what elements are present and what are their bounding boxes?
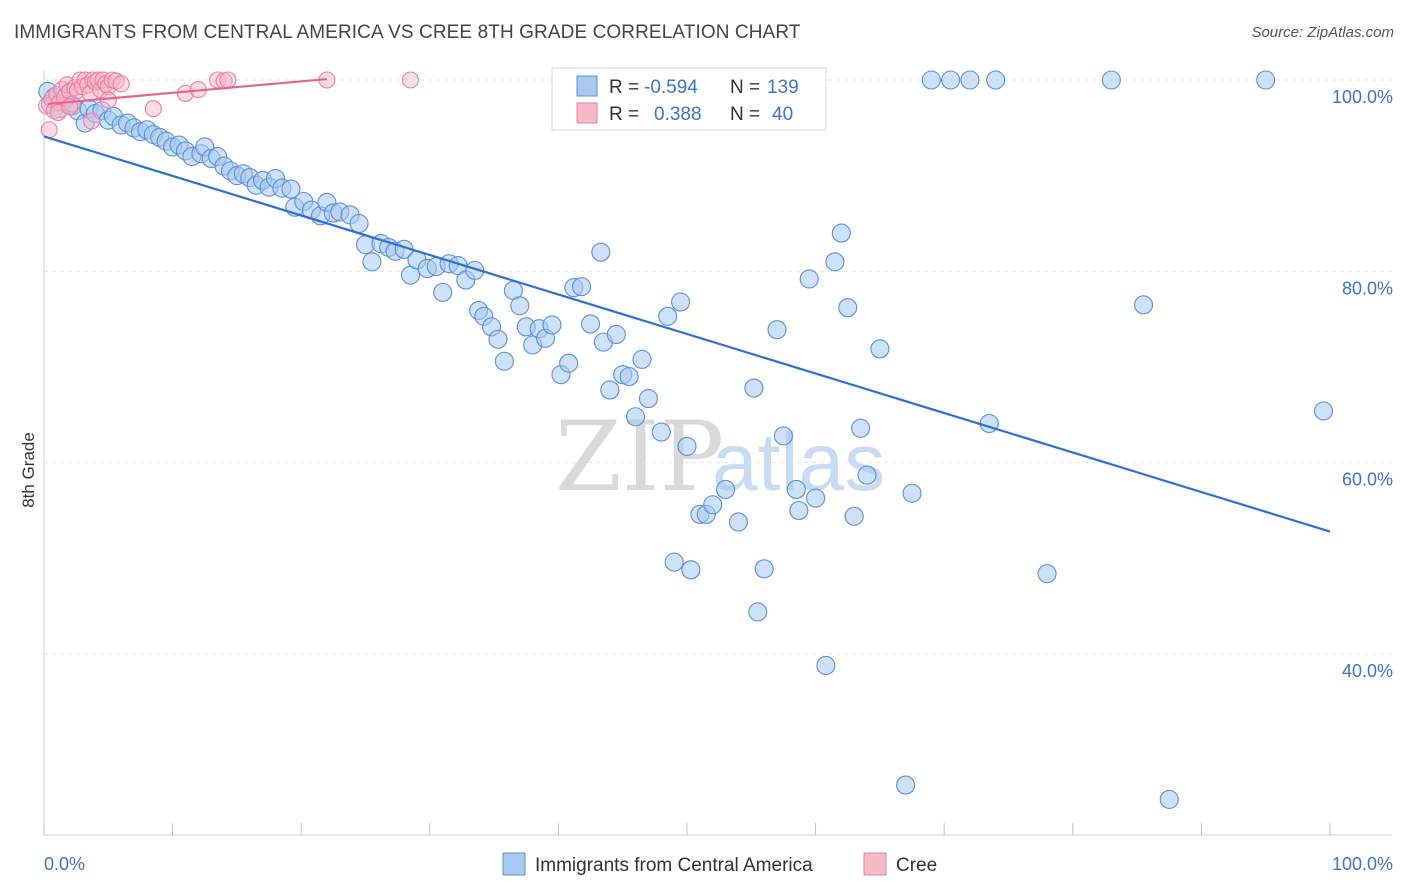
data-point-immigrants [773, 426, 794, 446]
data-point-immigrants [716, 479, 736, 500]
data-point-immigrants [799, 269, 819, 289]
data-point-immigrants [591, 242, 611, 262]
legend-swatch-pink [576, 102, 598, 124]
data-point-immigrants [465, 260, 485, 280]
legend-n-label-1: N = [730, 77, 760, 98]
data-point-immigrants [681, 560, 701, 580]
data-point-cree [401, 71, 420, 89]
data-point-immigrants [651, 422, 671, 442]
data-point-immigrants [632, 349, 652, 369]
data-point-immigrants [851, 418, 871, 438]
x-tick-labels: 0.0% 100.0% [44, 854, 1393, 874]
series-cree-points [38, 71, 420, 139]
data-point-immigrants [600, 380, 620, 400]
data-point-immigrants [433, 282, 453, 302]
y-axis-label: 8th Grade [19, 432, 38, 508]
data-point-immigrants [606, 324, 626, 345]
legend-r-value-1: -0.594 [644, 77, 698, 98]
data-point-immigrants [362, 252, 382, 272]
y-tick-label: 60.0% [1342, 470, 1393, 490]
legend-swatch-cree [863, 852, 887, 876]
data-point-immigrants [542, 315, 562, 335]
axes [43, 70, 1392, 836]
legend-swatch-immigrants [502, 852, 526, 876]
series-immigrants-points [38, 70, 1334, 809]
legend-r-value-2: 0.388 [654, 104, 702, 125]
data-point-immigrants [986, 70, 1006, 90]
trend-lines [43, 77, 1331, 533]
data-point-immigrants [1256, 70, 1276, 90]
y-tick-label: 40.0% [1342, 661, 1393, 681]
x-tick-label: 0.0% [44, 854, 85, 874]
data-point-immigrants [870, 339, 890, 359]
data-point-immigrants [838, 298, 858, 318]
data-point-immigrants [349, 213, 369, 234]
legend-n-value-2: 40 [772, 104, 793, 125]
data-point-immigrants [1159, 789, 1179, 809]
data-point-immigrants [488, 329, 508, 349]
trend-line-cree [47, 77, 328, 106]
data-point-immigrants [816, 655, 836, 676]
data-point-immigrants [626, 407, 646, 427]
data-point-immigrants [921, 70, 941, 90]
data-point-cree [219, 71, 237, 89]
legend-r-label-1: R = [609, 77, 639, 98]
data-point-immigrants [1133, 295, 1154, 315]
data-point-immigrants [857, 465, 877, 485]
data-point-immigrants [728, 512, 748, 532]
data-point-immigrants [671, 292, 691, 312]
data-point-immigrants [1101, 70, 1121, 90]
data-point-immigrants [1037, 564, 1057, 584]
data-point-immigrants [896, 775, 916, 795]
data-point-immigrants [744, 378, 764, 398]
data-point-immigrants [559, 353, 579, 373]
data-point-immigrants [789, 500, 809, 521]
data-point-immigrants [571, 277, 592, 297]
y-tick-label: 100.0% [1332, 87, 1393, 107]
y-tick-label: 80.0% [1342, 278, 1393, 298]
legend-n-label-2: N = [730, 104, 760, 125]
data-point-immigrants [580, 314, 601, 334]
data-point-immigrants [806, 488, 826, 508]
data-point-immigrants [831, 223, 851, 243]
data-point-cree [83, 112, 101, 130]
data-point-immigrants [748, 602, 768, 622]
data-point-cree [144, 100, 162, 118]
data-point-immigrants [1314, 401, 1334, 421]
data-point-immigrants [703, 495, 723, 515]
trend-line-immigrants [43, 135, 1331, 533]
source-label: Source: ZipAtlas.com [1251, 24, 1394, 41]
data-point-immigrants [786, 479, 806, 500]
data-point-immigrants [754, 559, 774, 579]
legend-r-label-2: R = [609, 104, 639, 125]
legend-swatch-blue [576, 75, 598, 97]
data-point-immigrants [677, 436, 697, 456]
data-point-immigrants [960, 70, 980, 90]
data-point-cree [40, 121, 58, 139]
data-point-immigrants [664, 552, 684, 572]
data-point-immigrants [825, 252, 845, 272]
x-tick-label: 100.0% [1332, 854, 1393, 874]
data-point-immigrants [902, 483, 922, 503]
data-point-immigrants [619, 367, 639, 387]
chart-title: IMMIGRANTS FROM CENTRAL AMERICA VS CREE … [14, 22, 801, 43]
data-point-immigrants [658, 306, 678, 326]
correlation-legend: R = -0.594 N = 139 R = 0.388 N = 40 [551, 67, 827, 131]
data-point-immigrants [844, 506, 864, 526]
y-tick-labels: 100.0% 80.0% 60.0% 40.0% [1332, 87, 1393, 681]
legend-label-immigrants: Immigrants from Central America [535, 855, 813, 876]
legend-box [551, 67, 827, 131]
legend-n-value-1: 139 [767, 77, 799, 98]
data-point-immigrants [494, 351, 514, 371]
data-point-immigrants [281, 179, 301, 199]
data-point-immigrants [510, 296, 530, 316]
data-point-immigrants [638, 389, 658, 409]
data-point-cree [112, 75, 130, 93]
data-point-immigrants [767, 320, 787, 340]
data-point-immigrants [941, 70, 961, 90]
legend-label-cree: Cree [896, 855, 937, 876]
series-legend: Immigrants from Central America Cree [502, 852, 937, 876]
